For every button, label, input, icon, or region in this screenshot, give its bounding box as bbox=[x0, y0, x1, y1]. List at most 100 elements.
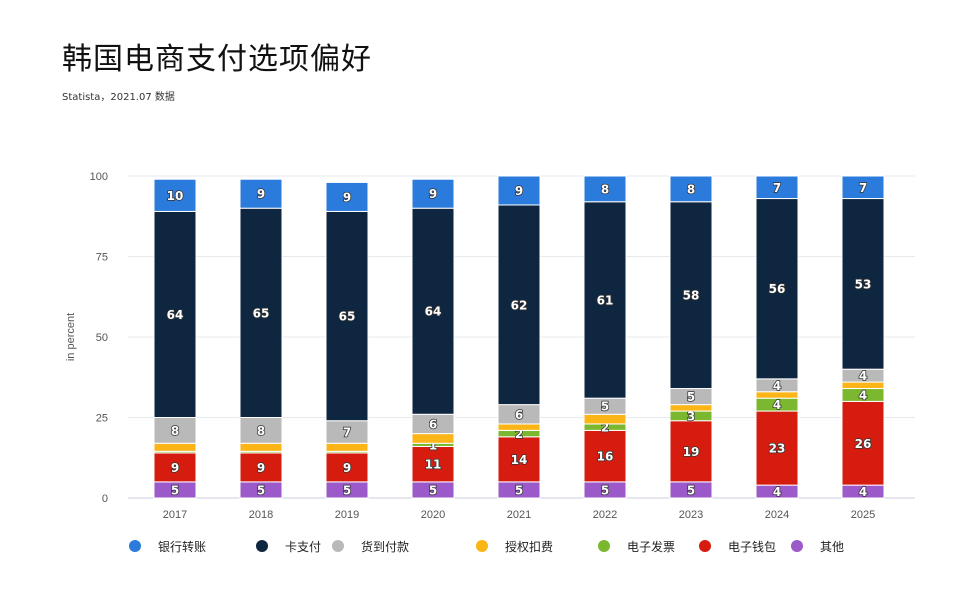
data-label: 8 bbox=[601, 182, 609, 196]
data-label: 4 bbox=[773, 398, 781, 412]
data-label: 19 bbox=[683, 445, 700, 459]
legend-marker[interactable] bbox=[476, 540, 488, 552]
legend-label[interactable]: 其他 bbox=[820, 540, 844, 554]
legend-label[interactable]: 卡支付 bbox=[285, 540, 321, 554]
legend-label[interactable]: 授权扣费 bbox=[505, 539, 553, 554]
data-label: 4 bbox=[859, 485, 867, 499]
bar-segment[interactable] bbox=[755, 410, 799, 486]
data-label: 8 bbox=[687, 182, 695, 196]
data-label: 64 bbox=[425, 305, 442, 319]
data-label: 58 bbox=[683, 289, 700, 303]
bar-segment[interactable] bbox=[153, 452, 197, 483]
data-label: 23 bbox=[769, 442, 786, 456]
legend-label[interactable]: 电子钱包 bbox=[728, 539, 776, 554]
data-label: 9 bbox=[515, 184, 523, 198]
legend-marker[interactable] bbox=[332, 540, 344, 552]
bar-segment[interactable] bbox=[669, 201, 713, 390]
data-label: 5 bbox=[687, 483, 695, 497]
legend-label[interactable]: 货到付款 bbox=[361, 539, 409, 554]
bar-segment[interactable] bbox=[583, 175, 627, 203]
bar-segment[interactable] bbox=[325, 452, 369, 483]
bar-segment[interactable] bbox=[669, 420, 713, 483]
data-label: 8 bbox=[171, 424, 179, 438]
data-label: 9 bbox=[429, 187, 437, 201]
data-label: 8 bbox=[257, 424, 265, 438]
data-label: 5 bbox=[429, 483, 437, 497]
bar-segment[interactable] bbox=[153, 178, 197, 212]
bar-segment[interactable] bbox=[411, 207, 455, 415]
legend-label[interactable]: 电子发票 bbox=[627, 539, 675, 554]
data-label: 9 bbox=[257, 461, 265, 475]
x-tick-label: 2024 bbox=[765, 509, 789, 521]
data-label: 4 bbox=[773, 379, 781, 393]
data-label: 65 bbox=[339, 310, 356, 324]
bar-segment[interactable] bbox=[497, 175, 541, 206]
legend-marker[interactable] bbox=[256, 540, 268, 552]
data-label: 11 bbox=[425, 458, 442, 472]
bar-segment[interactable] bbox=[841, 175, 885, 200]
data-label: 5 bbox=[601, 483, 609, 497]
bar-segment[interactable] bbox=[497, 423, 541, 431]
bar-segment[interactable] bbox=[325, 442, 369, 452]
legend-label[interactable]: 银行转账 bbox=[158, 539, 206, 554]
bar-segment[interactable] bbox=[153, 442, 197, 452]
data-label: 2 bbox=[515, 427, 523, 441]
bar-segment[interactable] bbox=[411, 178, 455, 209]
data-label: 26 bbox=[855, 437, 872, 451]
y-tick-label: 0 bbox=[102, 493, 108, 505]
bar-segment[interactable] bbox=[497, 436, 541, 483]
x-tick-label: 2022 bbox=[593, 509, 617, 521]
y-tick-label: 75 bbox=[96, 252, 108, 264]
bar-segment[interactable] bbox=[153, 210, 197, 418]
data-label: 9 bbox=[343, 190, 351, 204]
data-label: 6 bbox=[429, 417, 437, 431]
data-label: 53 bbox=[855, 277, 872, 291]
data-label: 4 bbox=[773, 485, 781, 499]
bar-segment[interactable] bbox=[411, 445, 455, 483]
bar-segment[interactable] bbox=[239, 417, 283, 444]
x-tick-label: 2017 bbox=[163, 509, 187, 521]
bar-segment[interactable] bbox=[239, 442, 283, 452]
y-tick-label: 50 bbox=[96, 332, 108, 344]
bar-segment[interactable] bbox=[239, 452, 283, 483]
data-label: 5 bbox=[343, 483, 351, 497]
bar-segment[interactable] bbox=[669, 404, 713, 412]
bar-segment[interactable] bbox=[239, 207, 283, 418]
data-label: 14 bbox=[511, 453, 528, 467]
bar-segment[interactable] bbox=[583, 413, 627, 425]
data-label: 65 bbox=[253, 306, 270, 320]
data-label: 5 bbox=[257, 483, 265, 497]
data-label: 9 bbox=[343, 461, 351, 475]
bar-segment[interactable] bbox=[755, 175, 799, 200]
legend-marker[interactable] bbox=[129, 540, 141, 552]
x-tick-label: 2019 bbox=[335, 509, 359, 521]
data-label: 1 bbox=[429, 438, 437, 452]
data-label: 3 bbox=[687, 409, 695, 423]
bar-segment[interactable] bbox=[755, 198, 799, 380]
x-tick-label: 2023 bbox=[679, 509, 703, 521]
page-title: 韩国电商支付选项偏好 bbox=[62, 42, 372, 77]
data-label: 6 bbox=[515, 408, 523, 422]
data-label: 7 bbox=[859, 181, 867, 195]
bar-segment[interactable] bbox=[239, 178, 283, 209]
bar-segment[interactable] bbox=[583, 201, 627, 399]
legend-marker[interactable] bbox=[699, 540, 711, 552]
data-label: 16 bbox=[597, 450, 614, 464]
bar-segment[interactable] bbox=[669, 175, 713, 203]
data-label: 7 bbox=[773, 181, 781, 195]
x-tick-label: 2025 bbox=[851, 509, 875, 521]
legend-marker[interactable] bbox=[598, 540, 610, 552]
data-label: 56 bbox=[769, 282, 786, 296]
data-label: 5 bbox=[601, 400, 609, 414]
data-label: 61 bbox=[597, 293, 614, 307]
bar-segment[interactable] bbox=[411, 433, 455, 444]
bar-segment[interactable] bbox=[153, 417, 197, 444]
data-label: 4 bbox=[859, 369, 867, 383]
data-label: 62 bbox=[511, 298, 528, 312]
legend-marker[interactable] bbox=[791, 540, 803, 552]
bar-segment[interactable] bbox=[325, 181, 369, 212]
data-label: 7 bbox=[343, 425, 351, 439]
data-label: 5 bbox=[687, 390, 695, 404]
data-label: 9 bbox=[257, 187, 265, 201]
